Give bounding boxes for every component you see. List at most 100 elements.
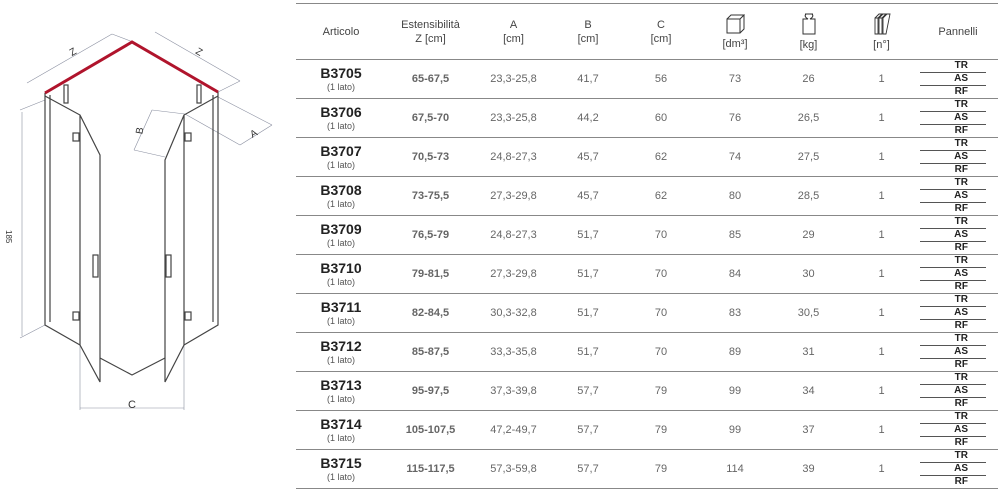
col-b: B [cm]	[552, 3, 624, 60]
cell-n: 1	[845, 215, 918, 255]
col-articolo: Articolo	[296, 3, 386, 60]
cell-pannelli: TR AS RF	[918, 449, 998, 489]
cell-dm3: 76	[698, 98, 772, 138]
table-row: B3711 (1 lato) 82-84,5 30,3-32,8 51,7 70 …	[296, 293, 998, 333]
weight-icon	[802, 13, 815, 34]
article-code: B3712	[320, 337, 362, 354]
cell-c: 79	[624, 410, 698, 450]
cell-articolo: B3706 (1 lato)	[296, 98, 386, 138]
cell-kg: 30,5	[772, 293, 845, 333]
cell-c: 62	[624, 176, 698, 216]
cell-articolo: B3711 (1 lato)	[296, 293, 386, 333]
cell-c: 70	[624, 254, 698, 294]
article-note: (1 lato)	[326, 237, 355, 248]
panels-icon	[874, 13, 891, 34]
table-row: B3707 (1 lato) 70,5-73 24,8-27,3 45,7 62 …	[296, 137, 998, 177]
cell-z: 115-117,5	[386, 449, 475, 489]
cell-a: 23,3-25,8	[475, 98, 552, 138]
cell-kg: 37	[772, 410, 845, 450]
table-row: B3710 (1 lato) 79-81,5 27,3-29,8 51,7 70 …	[296, 254, 998, 294]
panel-code: AS	[920, 268, 986, 281]
table-row: B3714 (1 lato) 105-107,5 47,2-49,7 57,7 7…	[296, 410, 998, 450]
cell-n: 1	[845, 332, 918, 372]
article-code: B3705	[320, 64, 362, 81]
cell-kg: 39	[772, 449, 845, 489]
cell-c: 79	[624, 449, 698, 489]
panel-code: AS	[920, 229, 986, 242]
cell-z: 70,5-73	[386, 137, 475, 177]
panel-code: RF	[954, 398, 968, 409]
cell-b: 45,7	[552, 137, 624, 177]
cell-articolo: B3707 (1 lato)	[296, 137, 386, 177]
cell-b: 51,7	[552, 254, 624, 294]
cell-b: 51,7	[552, 215, 624, 255]
table-row: B3706 (1 lato) 67,5-70 23,3-25,8 44,2 60 …	[296, 98, 998, 138]
cell-pannelli: TR AS RF	[918, 98, 998, 138]
panel-code: AS	[920, 424, 986, 437]
cell-c: 56	[624, 59, 698, 99]
col-estensibilita: Estensibilità Z [cm]	[386, 3, 475, 60]
cell-articolo: B3714 (1 lato)	[296, 410, 386, 450]
panel-code: RF	[954, 125, 968, 136]
cell-b: 44,2	[552, 98, 624, 138]
cell-a: 23,3-25,8	[475, 59, 552, 99]
label-a: A	[248, 128, 260, 141]
cell-articolo: B3715 (1 lato)	[296, 449, 386, 489]
cell-pannelli: TR AS RF	[918, 293, 998, 333]
article-code: B3708	[320, 181, 362, 198]
cell-c: 62	[624, 137, 698, 177]
panel-code: RF	[954, 242, 968, 253]
panel-code: RF	[954, 437, 968, 448]
cell-z: 95-97,5	[386, 371, 475, 411]
col-c: C [cm]	[624, 3, 698, 60]
cell-dm3: 83	[698, 293, 772, 333]
panel-code: RF	[954, 359, 968, 370]
table-row: B3712 (1 lato) 85-87,5 33,3-35,8 51,7 70 …	[296, 332, 998, 372]
cell-b: 57,7	[552, 371, 624, 411]
article-note: (1 lato)	[326, 393, 355, 404]
panel-code: RF	[954, 164, 968, 175]
product-table: Articolo Estensibilità Z [cm] A [cm] B [cm]…	[296, 3, 998, 489]
panel-code: AS	[920, 151, 986, 164]
cell-kg: 26	[772, 59, 845, 99]
cell-z: 82-84,5	[386, 293, 475, 333]
cell-n: 1	[845, 254, 918, 294]
cell-b: 57,7	[552, 449, 624, 489]
cell-a: 24,8-27,3	[475, 137, 552, 177]
cell-pannelli: TR AS RF	[918, 215, 998, 255]
panel-code: TR	[920, 138, 986, 151]
article-note: (1 lato)	[326, 315, 355, 326]
cell-pannelli: TR AS RF	[918, 254, 998, 294]
label-z-left: Z	[68, 46, 79, 59]
cell-a: 33,3-35,8	[475, 332, 552, 372]
cell-a: 47,2-49,7	[475, 410, 552, 450]
cell-kg: 27,5	[772, 137, 845, 177]
cell-kg: 31	[772, 332, 845, 372]
article-note: (1 lato)	[326, 432, 355, 443]
cell-kg: 30	[772, 254, 845, 294]
article-code: B3714	[320, 415, 362, 432]
col-pannelli: Pannelli	[918, 3, 998, 60]
cell-dm3: 99	[698, 371, 772, 411]
cell-c: 70	[624, 293, 698, 333]
cell-a: 30,3-32,8	[475, 293, 552, 333]
panel-code: TR	[920, 372, 986, 385]
cell-b: 57,7	[552, 410, 624, 450]
panel-code: AS	[920, 190, 986, 203]
article-note: (1 lato)	[326, 276, 355, 287]
cell-kg: 34	[772, 371, 845, 411]
cell-dm3: 74	[698, 137, 772, 177]
cell-pannelli: TR AS RF	[918, 176, 998, 216]
cell-n: 1	[845, 98, 918, 138]
cell-z: 76,5-79	[386, 215, 475, 255]
cell-z: 73-75,5	[386, 176, 475, 216]
top-edge-highlight	[44, 40, 219, 95]
article-code: B3713	[320, 376, 362, 393]
cell-n: 1	[845, 176, 918, 216]
cell-kg: 29	[772, 215, 845, 255]
cell-kg: 28,5	[772, 176, 845, 216]
article-note: (1 lato)	[326, 120, 355, 131]
article-note: (1 lato)	[326, 159, 355, 170]
article-code: B3706	[320, 103, 362, 120]
cell-z: 105-107,5	[386, 410, 475, 450]
